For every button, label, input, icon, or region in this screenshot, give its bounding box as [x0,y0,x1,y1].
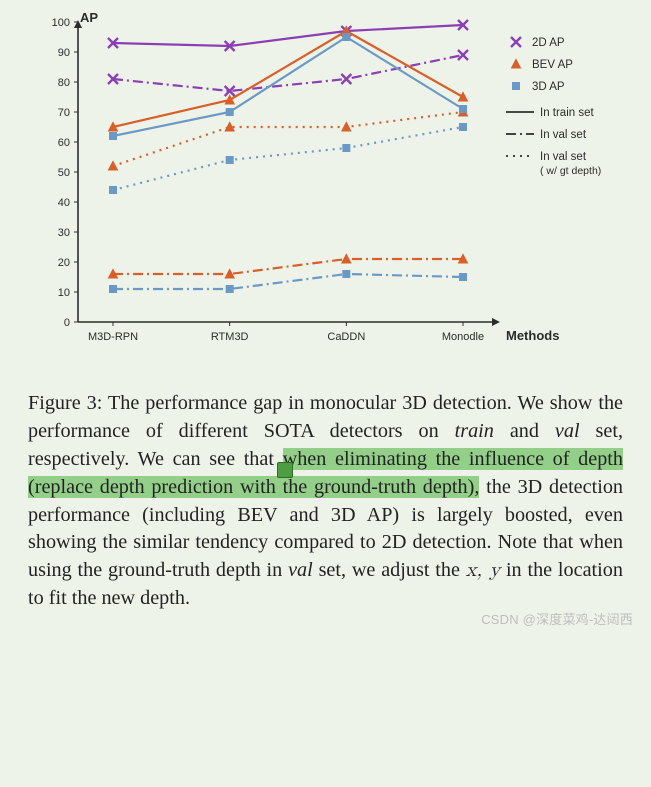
svg-text:2D AP: 2D AP [532,37,565,49]
svg-text:In val set: In val set [540,151,587,163]
svg-text:70: 70 [58,107,70,119]
svg-text:60: 60 [58,137,70,149]
caption-i1: train [455,420,494,442]
svg-text:Monodle: Monodle [442,331,484,343]
performance-chart: 0 10 20 30 40 50 60 70 80 90 100 AP M3D-RPN RTM3D CaDD… [18,12,633,372]
svg-text:( w/ gt depth): ( w/ gt depth) [540,165,601,177]
svg-text:CaDDN: CaDDN [327,331,365,343]
caption-i3: val [288,559,313,581]
svg-text:100: 100 [52,17,70,29]
caption-math: x, y [466,560,500,580]
svg-text:3D AP: 3D AP [532,81,565,93]
svg-text:80: 80 [58,77,70,89]
chart-container: 0 10 20 30 40 50 60 70 80 90 100 AP M3D-RPN RTM3D CaDD… [0,0,651,380]
svg-text:In train set: In train set [540,107,594,119]
svg-text:30: 30 [58,227,70,239]
svg-text:Methods: Methods [506,328,559,343]
caption-prefix: Figure 3: [28,392,102,414]
svg-text:In val set: In val set [540,129,587,141]
svg-text:10: 10 [58,287,70,299]
caption-t2: and [494,420,555,442]
svg-text:RTM3D: RTM3D [211,331,249,343]
svg-text:40: 40 [58,197,70,209]
figure-caption: Figure 3: The performance gap in monocul… [0,380,651,633]
svg-text:50: 50 [58,167,70,179]
caption-t5: set, we adjust the [313,559,466,581]
svg-text:20: 20 [58,257,70,269]
watermark-text: CSDN @深度菜鸡-达闼西 [481,611,633,629]
svg-text:90: 90 [58,47,70,59]
svg-text:M3D-RPN: M3D-RPN [88,331,138,343]
svg-text:0: 0 [64,317,70,329]
svg-text:BEV AP: BEV AP [532,59,573,71]
caption-i2: val [555,420,580,442]
svg-text:AP: AP [80,12,98,25]
highlight-handle-icon [277,462,293,478]
